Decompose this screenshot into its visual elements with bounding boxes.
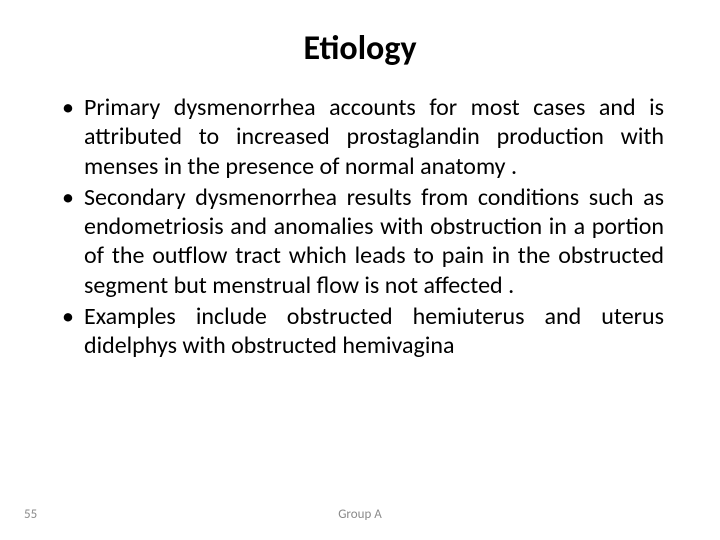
- list-item: Examples include obstructed hemiuterus a…: [56, 302, 664, 361]
- slide-title: Etiology: [56, 28, 664, 69]
- list-item: Secondary dysmenorrhea results from cond…: [56, 183, 664, 300]
- bullet-list: Primary dysmenorrhea accounts for most c…: [56, 93, 664, 360]
- slide: Etiology Primary dysmenorrhea accounts f…: [0, 0, 720, 540]
- footer-group: Group A: [0, 507, 720, 522]
- list-item: Primary dysmenorrhea accounts for most c…: [56, 93, 664, 181]
